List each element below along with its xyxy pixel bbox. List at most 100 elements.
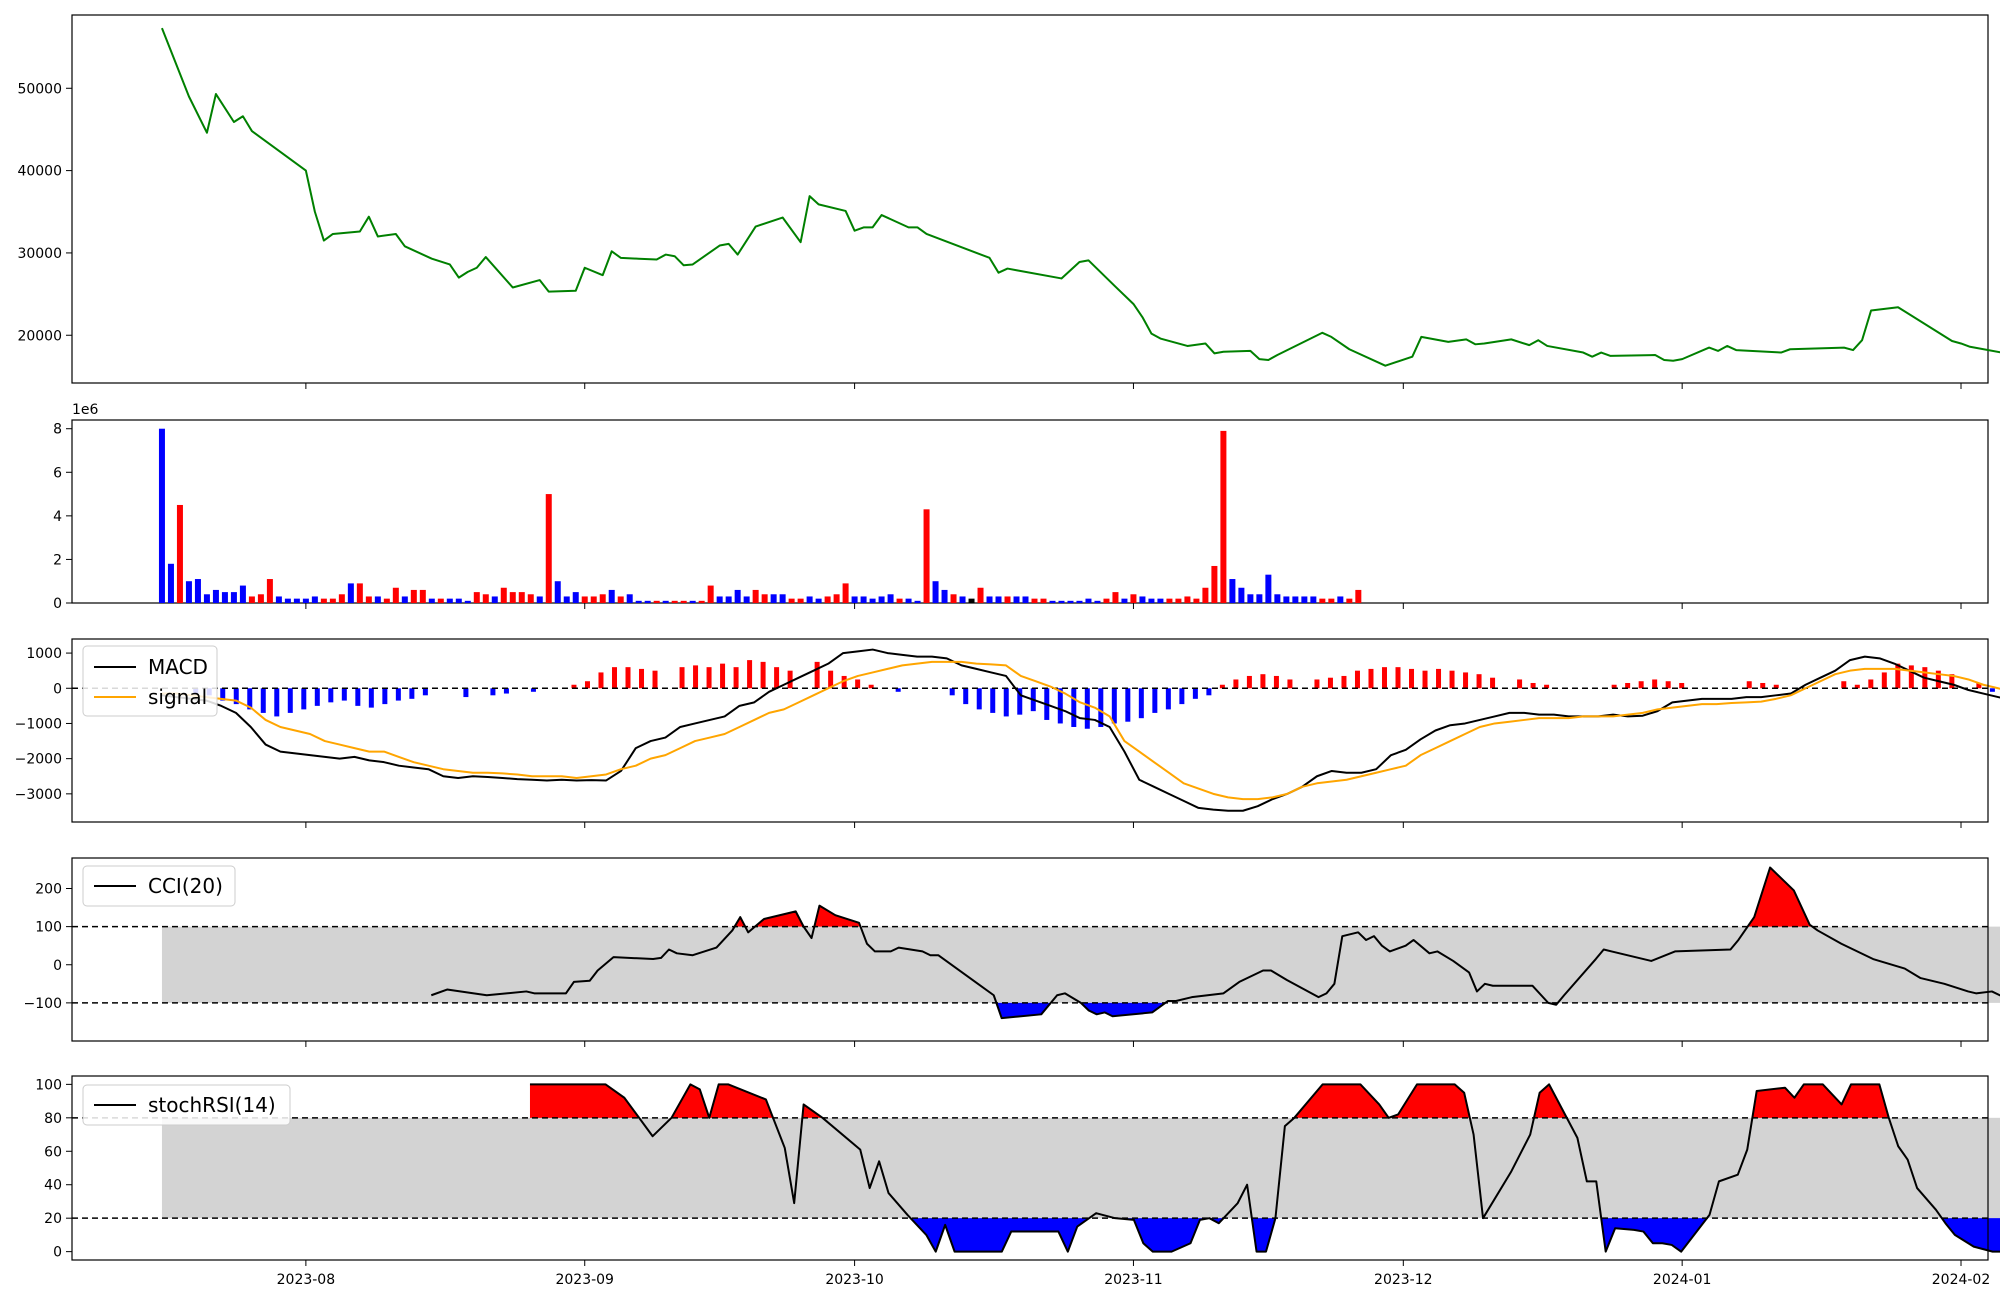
price-ytick-label: 20000 bbox=[17, 328, 62, 344]
macd-ytick-label: 0 bbox=[53, 681, 62, 697]
macd-histogram-bar bbox=[828, 670, 834, 689]
volume-bar bbox=[329, 598, 336, 603]
volume-bar bbox=[1247, 594, 1254, 603]
volume-bar bbox=[545, 494, 552, 603]
macd-histogram-bar bbox=[1449, 670, 1455, 689]
macd-histogram-bar bbox=[1341, 675, 1347, 689]
volume-bar bbox=[1229, 579, 1236, 603]
volume-bar bbox=[581, 596, 588, 603]
volume-bar bbox=[1184, 596, 1191, 603]
macd-histogram-bar bbox=[409, 688, 415, 699]
macd-histogram-bar bbox=[1665, 681, 1671, 689]
macd-histogram-bar bbox=[1544, 684, 1550, 689]
volume-offset-label: 1e6 bbox=[72, 402, 99, 418]
macd-histogram-bar bbox=[1192, 688, 1198, 699]
macd-histogram-bar bbox=[1071, 688, 1077, 727]
volume-bar bbox=[401, 596, 408, 603]
macd-histogram-bar bbox=[1436, 668, 1442, 689]
macd-histogram-bar bbox=[706, 667, 712, 689]
volume-frame bbox=[71, 419, 1989, 604]
volume-bar bbox=[914, 600, 921, 603]
volume-bar bbox=[428, 598, 435, 603]
volume-bar bbox=[833, 594, 840, 603]
macd-histogram-bar bbox=[1463, 672, 1469, 689]
volume-bar bbox=[1076, 600, 1083, 603]
volume-bar bbox=[1238, 587, 1245, 603]
macd-histogram-bar bbox=[1327, 677, 1333, 689]
volume-bar bbox=[1067, 600, 1074, 603]
volume-bar bbox=[1157, 598, 1164, 603]
volume-bar bbox=[599, 594, 606, 603]
macd-histogram-bar bbox=[720, 663, 726, 689]
macd-histogram-bar bbox=[1868, 679, 1874, 689]
price-ytick-label: 30000 bbox=[17, 246, 62, 262]
volume-bar bbox=[1202, 587, 1209, 603]
stochrsi-band bbox=[161, 1117, 2000, 1219]
stochrsi-overbought-fill bbox=[1752, 1084, 1889, 1118]
volume-bar bbox=[1346, 598, 1353, 603]
macd-histogram-bar bbox=[733, 667, 739, 689]
price-ytick-label: 50000 bbox=[17, 81, 62, 97]
volume-bar bbox=[644, 600, 651, 603]
volume-bar bbox=[230, 592, 237, 603]
macd-histogram-bar bbox=[422, 688, 428, 696]
volume-bar bbox=[1130, 594, 1137, 603]
macd-histogram-bar bbox=[1368, 668, 1374, 689]
volume-bar bbox=[1274, 594, 1281, 603]
volume-bar bbox=[950, 594, 957, 603]
volume-bar bbox=[743, 596, 750, 603]
stochrsi-ytick-label: 20 bbox=[44, 1211, 62, 1227]
volume-bar bbox=[1022, 596, 1029, 603]
volume-bar bbox=[1292, 596, 1299, 603]
macd-histogram-bar bbox=[314, 688, 320, 706]
macd-histogram-bar bbox=[639, 668, 645, 689]
volume-bar bbox=[932, 581, 939, 603]
volume-bar bbox=[653, 600, 660, 603]
volume-bar bbox=[1175, 598, 1182, 603]
volume-bar bbox=[590, 596, 597, 603]
macd-histogram-bar bbox=[1003, 688, 1009, 717]
volume-bar bbox=[824, 596, 831, 603]
volume-bar bbox=[1310, 596, 1317, 603]
macd-histogram-bar bbox=[463, 688, 469, 698]
macd-histogram-bar bbox=[382, 688, 388, 705]
volume-bar bbox=[194, 579, 201, 603]
volume-bar bbox=[698, 600, 705, 603]
volume-bar bbox=[716, 596, 723, 603]
macd-histogram-bar bbox=[368, 688, 374, 708]
volume-bar bbox=[446, 598, 453, 603]
volume-ytick-label: 4 bbox=[53, 509, 62, 525]
volume-bar bbox=[302, 598, 309, 603]
macd-legend-label: MACD bbox=[148, 655, 208, 679]
macd-histogram-bar bbox=[1976, 682, 1982, 689]
volume-bar bbox=[1031, 598, 1038, 603]
macd-histogram-bar bbox=[1354, 670, 1360, 689]
volume-bar bbox=[995, 596, 1002, 603]
volume-bar bbox=[923, 509, 930, 603]
macd-ytick-label: −3000 bbox=[15, 787, 62, 803]
macd-histogram-bar bbox=[1949, 674, 1955, 689]
volume-bar bbox=[896, 598, 903, 603]
macd-histogram-bar bbox=[1611, 684, 1617, 689]
cci-frame bbox=[71, 857, 1989, 1042]
volume-bar bbox=[968, 598, 975, 603]
macd-histogram-bar bbox=[1773, 684, 1779, 689]
volume-ytick-label: 6 bbox=[53, 465, 62, 481]
stochrsi-oversold-fill bbox=[1941, 1218, 2000, 1252]
macd-histogram-bar bbox=[1273, 675, 1279, 689]
volume-bar bbox=[986, 596, 993, 603]
stochrsi-line bbox=[529, 1083, 2000, 1253]
signal-line bbox=[161, 660, 2000, 801]
macd-histogram-bar bbox=[598, 672, 604, 689]
volume-bar bbox=[266, 579, 273, 603]
macd-histogram-bar bbox=[1017, 688, 1023, 715]
volume-bar bbox=[455, 598, 462, 603]
macd-histogram-bar bbox=[1854, 684, 1860, 689]
macd-histogram-bar bbox=[1233, 679, 1239, 689]
volume-bar bbox=[707, 585, 714, 603]
volume-bar bbox=[212, 589, 219, 603]
cci-legend: CCI(20) bbox=[82, 865, 236, 907]
macd-histogram-bar bbox=[963, 688, 969, 705]
volume-bar bbox=[1193, 598, 1200, 603]
macd-histogram-bar bbox=[584, 681, 590, 689]
